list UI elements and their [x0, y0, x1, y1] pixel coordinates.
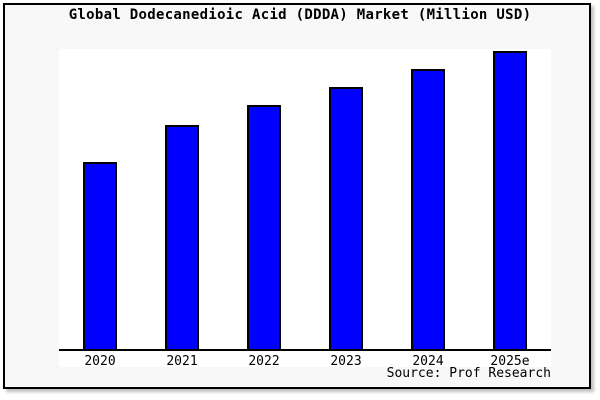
- x-tick-label-2023: 2023: [330, 354, 362, 369]
- x-axis-line: [59, 349, 551, 351]
- bar-2021: [165, 125, 199, 351]
- bar-2025e: [493, 51, 527, 351]
- x-tick-label-2021: 2021: [166, 354, 198, 369]
- chart-title: Global Dodecanedioic Acid (DDDA) Market …: [68, 7, 532, 23]
- x-tick-label-2024: 2024: [412, 354, 444, 369]
- bar-2023: [329, 87, 363, 351]
- x-tick-labels: 2020 2021 2022 2023 2024 2025e: [59, 354, 551, 369]
- x-tick-label-2025e: 2025e: [490, 354, 530, 369]
- bar-2020: [83, 162, 117, 351]
- bar-2022: [247, 105, 281, 351]
- plot-area: 2020 2021 2022 2023 2024 2025e: [59, 49, 551, 369]
- source-credit: Source: Prof Research: [386, 366, 551, 381]
- x-tick-label-2022: 2022: [248, 354, 280, 369]
- bar-2024: [411, 69, 445, 351]
- x-tick-label-2020: 2020: [84, 354, 116, 369]
- bars-container: [59, 49, 551, 351]
